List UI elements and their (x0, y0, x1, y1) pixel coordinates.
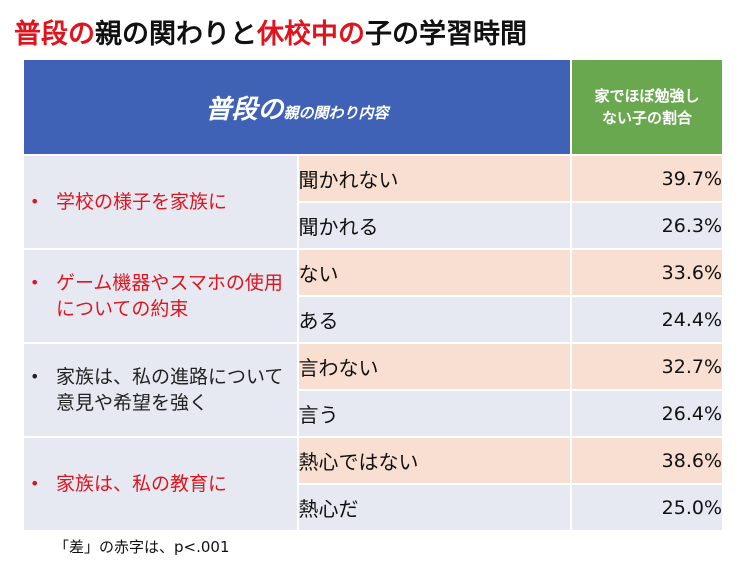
group-label: 学校の様子を家族に (56, 191, 228, 213)
table-row: • 学校の様子を家族に 聞かれない 39.7% (24, 154, 722, 249)
group-label-cell: • 家族は、私の進路について意見や希望を強く (24, 342, 298, 437)
bullet-icon: • (30, 367, 40, 386)
group-label: 家族は、私の進路について意見や希望を強く (56, 366, 284, 414)
percentage-cell: 25.0% (570, 483, 722, 530)
percentage-cell: 32.7% (570, 342, 722, 390)
percentage-cell: 26.4% (570, 389, 722, 437)
table-row: • ゲーム機器やスマホの使用についての約束 ない 33.6% (24, 248, 722, 343)
group-label-cell: • 学校の様子を家族に (24, 154, 298, 249)
header-involvement: 普段の親の関わり内容 (24, 60, 572, 155)
table-row: 熱心だ 25.0% (24, 483, 722, 530)
percentage-cell: 39.7% (570, 154, 722, 202)
header-pct-line2: ない子の割合 (601, 109, 692, 127)
response-cell: 熱心だ (296, 483, 571, 530)
response-cell: 言わない (296, 342, 571, 390)
percentage-cell: 38.6% (570, 436, 722, 484)
response-cell: ない (296, 248, 571, 296)
bullet-icon: • (30, 192, 40, 211)
title-part-4: 子の学習時間 (365, 19, 527, 50)
title-part-1: 普段の (14, 19, 95, 50)
group-label-cell: • 家族は、私の教育に (24, 436, 298, 530)
response-cell: ある (296, 295, 571, 343)
percentage-cell: 24.4% (570, 295, 722, 343)
header-percentage: 家でほぼ勉強し ない子の割合 (571, 60, 722, 155)
header-pct-line1: 家でほぼ勉強し (594, 87, 700, 105)
bullet-icon: • (30, 474, 40, 493)
table-row: • 家族は、私の教育に 熱心ではない 38.6% (24, 436, 722, 530)
table-body: • 学校の様子を家族に 聞かれない 39.7% 聞かれる 26.3% • ゲーム機器やスマホの… (24, 154, 722, 530)
group-label: 家族は、私の教育に (56, 473, 228, 495)
table-row: 言う 26.4% (24, 389, 722, 437)
bullet-icon: • (30, 273, 40, 292)
footnote: 「差」の赤字は、p<.001 (54, 538, 230, 556)
results-table: 普段の親の関わり内容 家でほぼ勉強し ない子の割合 • 学校の様子を家族に 聞かれな… (24, 60, 722, 530)
response-cell: 聞かれない (296, 154, 571, 202)
response-cell: 言う (296, 389, 571, 437)
table-row: 聞かれる 26.3% (24, 201, 722, 249)
group-label-cell: • ゲーム機器やスマホの使用についての約束 (24, 248, 298, 343)
table-row: • 家族は、私の進路について意見や希望を強く 言わない 32.7% (24, 342, 722, 437)
table-row: ある 24.4% (24, 295, 722, 343)
header-row: 普段の親の関わり内容 家でほぼ勉強し ない子の割合 (24, 60, 722, 155)
page-title: 普段の親の関わりと休校中の子の学習時間 (14, 12, 527, 51)
response-cell: 熱心ではない (296, 436, 571, 484)
response-cell: 聞かれる (296, 201, 571, 249)
title-part-2: 親の関わりと (95, 19, 257, 50)
header-main-big: 普段の (205, 94, 284, 125)
header-main-small: 親の関わり内容 (283, 103, 389, 122)
percentage-cell: 33.6% (570, 248, 722, 296)
group-label: ゲーム機器やスマホの使用についての約束 (56, 272, 283, 320)
percentage-cell: 26.3% (570, 201, 722, 249)
title-part-3: 休校中の (257, 19, 365, 50)
